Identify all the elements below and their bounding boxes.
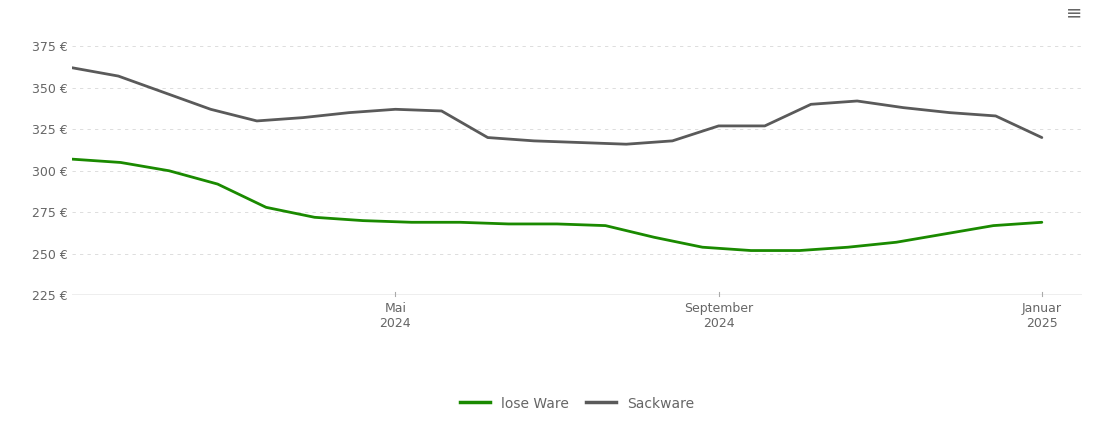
Legend: lose Ware, Sackware: lose Ware, Sackware bbox=[454, 391, 700, 416]
Text: ≡: ≡ bbox=[1066, 3, 1082, 22]
